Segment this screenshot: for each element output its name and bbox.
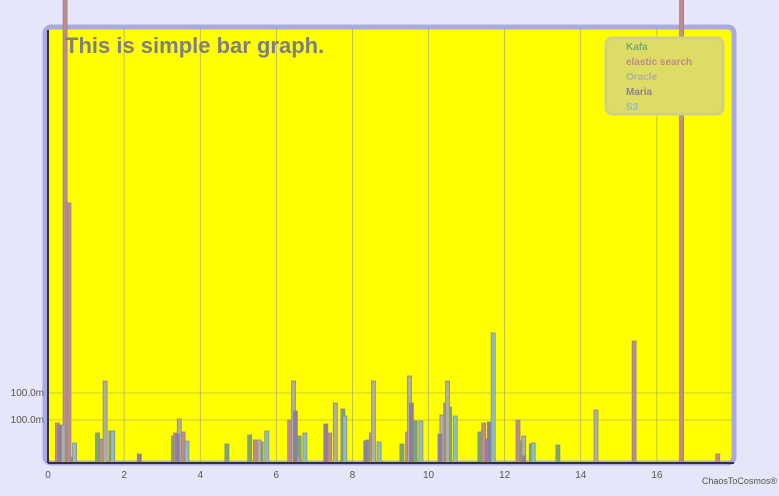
bar-elastic-search bbox=[515, 419, 521, 464]
legend-item-oracle: Oracle bbox=[626, 72, 658, 83]
bar-kafa bbox=[555, 444, 561, 464]
bar-oracle bbox=[370, 380, 376, 464]
bar-maria bbox=[521, 455, 527, 464]
y-tick-label: 100.0m bbox=[11, 388, 44, 399]
bar-kafa bbox=[224, 443, 230, 464]
legend-box bbox=[604, 36, 725, 116]
bar-s3 bbox=[418, 420, 424, 464]
bar-maria bbox=[486, 421, 492, 464]
x-tick-label: 6 bbox=[274, 470, 280, 481]
bar-maria bbox=[408, 402, 414, 464]
bar-elastic-search bbox=[631, 340, 637, 464]
bar-s3 bbox=[530, 442, 536, 464]
legend-item-maria: Maria bbox=[626, 87, 653, 98]
bar-kafa bbox=[412, 420, 418, 464]
bar-maria bbox=[323, 423, 329, 464]
bar-oracle bbox=[256, 439, 262, 464]
bar-maria bbox=[57, 424, 62, 464]
bar-s3 bbox=[302, 432, 308, 464]
x-tick-label: 8 bbox=[350, 470, 356, 481]
bar-s3 bbox=[490, 332, 496, 464]
x-tick-labels: 0 2 4 6 8 10 12 14 16 bbox=[45, 470, 663, 481]
bar-elastic-search bbox=[327, 432, 333, 464]
bar-s3 bbox=[184, 440, 190, 464]
bar-elastic-search bbox=[62, 0, 68, 464]
legend-item-kafa: Kafa bbox=[626, 42, 648, 53]
bar-s3 bbox=[72, 442, 77, 464]
credit-text: ChaosToCosmos® bbox=[702, 476, 778, 486]
bar-kafa bbox=[247, 434, 253, 464]
bar-elastic-search bbox=[715, 453, 721, 464]
bar-oracle bbox=[593, 409, 599, 464]
chart-title: This is simple bar graph. bbox=[65, 33, 324, 58]
bar-oracle bbox=[332, 402, 338, 464]
x-tick-label: 2 bbox=[121, 470, 127, 481]
bar-maria bbox=[136, 453, 142, 464]
legend-item-elastic-search: elastic search bbox=[626, 57, 692, 68]
y-tick-label: 100.0m bbox=[11, 415, 44, 426]
bar-maria bbox=[174, 433, 180, 464]
bar-kafa bbox=[399, 443, 405, 464]
legend-item-s3: S3 bbox=[626, 102, 639, 113]
bar-s3 bbox=[452, 415, 458, 464]
x-tick-label: 16 bbox=[651, 470, 663, 481]
bar-s3 bbox=[264, 430, 270, 464]
bar-oracle bbox=[102, 380, 108, 464]
bar-maria bbox=[363, 440, 369, 464]
bar-oracle bbox=[445, 380, 451, 464]
x-tick-label: 0 bbox=[45, 470, 51, 481]
bar-s3 bbox=[342, 415, 348, 464]
bar-maria bbox=[292, 410, 298, 464]
bar-s3 bbox=[110, 430, 116, 464]
bar-maria bbox=[437, 433, 443, 464]
y-tick-labels: 100.0m 100.0m bbox=[11, 388, 44, 426]
bar-elastic-search bbox=[66, 202, 72, 464]
bar-kafa bbox=[95, 432, 100, 464]
x-tick-label: 4 bbox=[197, 470, 203, 481]
x-tick-label: 10 bbox=[423, 470, 435, 481]
legend: Kafa elastic search Oracle Maria S3 bbox=[604, 36, 725, 116]
x-tick-label: 14 bbox=[575, 470, 587, 481]
x-tick-label: 12 bbox=[499, 470, 511, 481]
bar-s3 bbox=[376, 441, 382, 464]
bar-kafa bbox=[477, 431, 483, 464]
bar-elastic-search bbox=[252, 439, 258, 464]
